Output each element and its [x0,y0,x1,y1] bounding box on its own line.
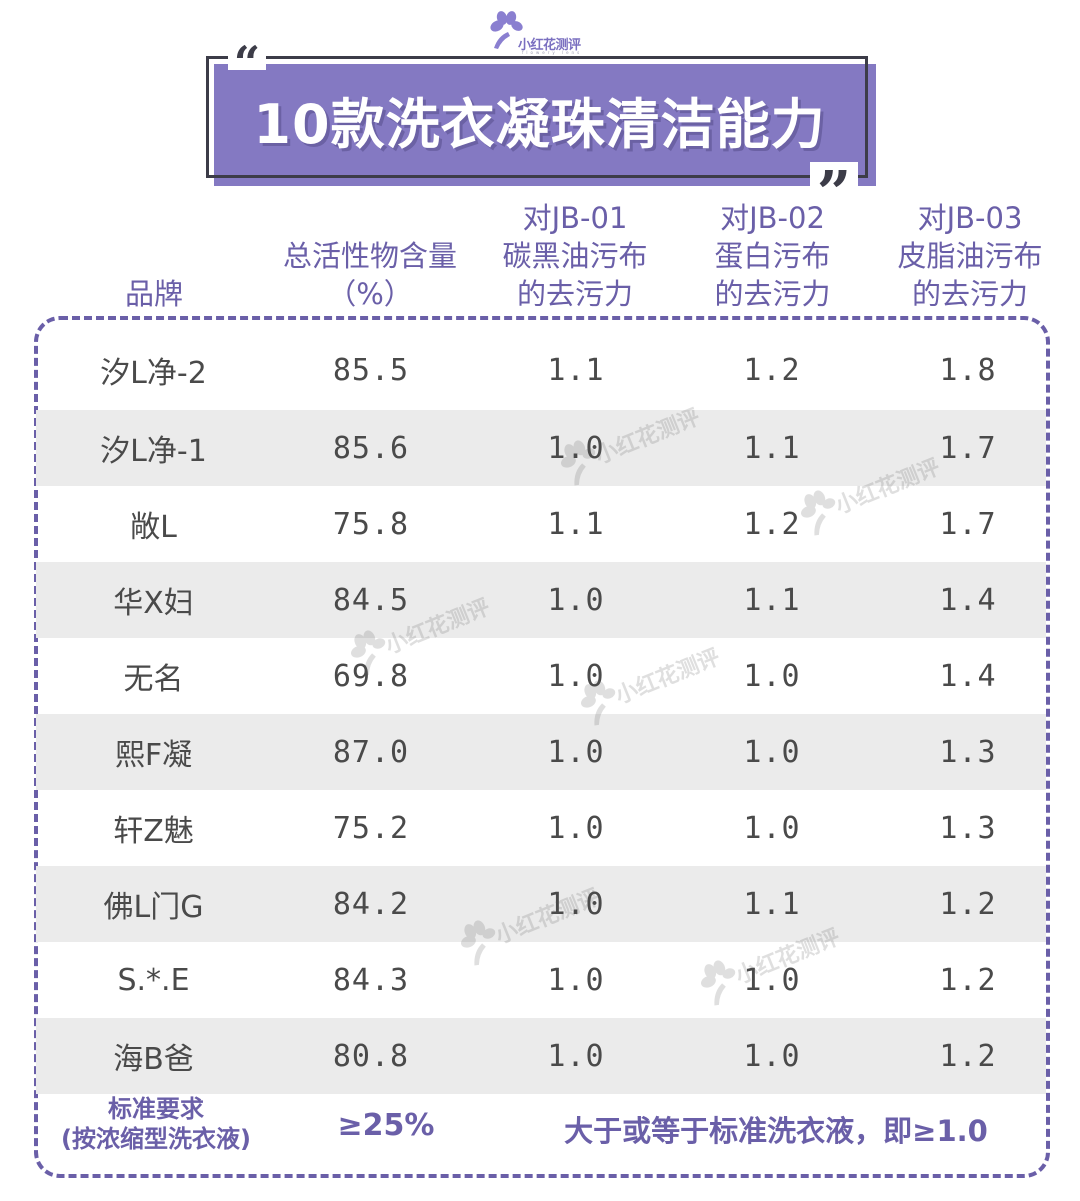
close-quote-icon: ” [810,162,858,224]
active-content-standard: ≥25% [337,1108,435,1143]
banner-background [214,64,865,175]
cell-jb02: 1.1 [743,582,801,618]
cell-jb03: 1.2 [939,962,997,998]
cell-jb03: 1.2 [939,1038,997,1074]
cell-jb03: 1.2 [939,886,997,922]
cell-jb02: 1.0 [743,734,801,770]
cell-active: 84.3 [332,962,410,998]
cell-jb03: 1.7 [939,430,997,466]
logo-subtext: flowery lens [522,50,583,55]
cell-jb03: 1.8 [939,352,997,388]
table-row: 海B爸 80.8 1.0 1.0 1.2 [36,1018,1046,1094]
cell-jb01: 1.0 [547,1038,605,1074]
cell-brand: S.*.E [117,962,190,998]
cell-brand: 汐L净-1 [100,434,207,469]
logo-text: 小红花测评 [518,38,581,53]
cell-jb01: 1.0 [547,810,605,846]
cell-jb02: 1.0 [743,658,801,694]
cell-jb02: 1.1 [743,430,801,466]
cell-active: 85.6 [332,430,410,466]
table-row: 无名 69.8 1.0 1.0 1.4 [36,638,1046,714]
banner-frame [206,56,868,178]
cell-active: 87.0 [332,734,410,770]
cell-brand: 熙F凝 [114,738,193,773]
cell-jb01: 1.0 [547,886,605,922]
cell-jb03: 1.3 [939,810,997,846]
column-header-brand: 品牌 [124,277,183,311]
brand-logo: 小红花测评 flowery lens [488,10,598,55]
cell-brand: 轩Z魅 [113,814,194,849]
cell-jb02: 1.2 [743,506,801,542]
table-row: 华X妇 84.5 1.0 1.1 1.4 [36,562,1046,638]
cell-jb02: 1.0 [743,962,801,998]
cell-jb01: 1.0 [547,582,605,618]
table-row: 佛L门G 84.2 1.0 1.1 1.2 [36,866,1046,942]
table-row: 汐L净-2 85.5 1.1 1.2 1.8 [36,330,1046,410]
open-quote-icon: “ [228,40,266,86]
cell-active: 80.8 [332,1038,410,1074]
table-body: 汐L净-2 85.5 1.1 1.2 1.8 汐L净-1 85.6 1.0 1.… [36,330,1046,1094]
cell-active: 75.8 [332,506,410,542]
cell-brand: 海B爸 [113,1042,194,1077]
cell-active: 84.5 [332,582,410,618]
cell-jb02: 1.1 [743,886,801,922]
cell-jb02: 1.2 [743,352,801,388]
cell-active: 84.2 [332,886,410,922]
column-header-jb02: 对JB-02 蛋白污布 的去污力 [714,201,831,311]
cell-active: 69.8 [332,658,410,694]
cell-jb02: 1.0 [743,1038,801,1074]
cell-jb02: 1.0 [743,810,801,846]
cell-brand: 佛L门G [103,890,204,925]
cell-jb03: 1.3 [939,734,997,770]
standard-requirement-row: 标准要求 (按浓缩型洗衣液) ≥25% 大于或等于标准洗衣液，即≥1.0 [36,1090,1046,1162]
cell-jb03: 1.4 [939,658,997,694]
page-title: 10款洗衣凝珠清洁能力 [253,93,826,156]
table-header: 品牌 总活性物含量 （%） 对JB-01 碳黑油污布 的去污力 对JB-02 蛋… [40,198,1050,313]
cell-brand: 敞L [130,510,177,545]
table-row: S.*.E 84.3 1.0 1.0 1.2 [36,942,1046,1018]
cell-jb03: 1.7 [939,506,997,542]
cell-jb01: 1.0 [547,962,605,998]
cell-jb03: 1.4 [939,582,997,618]
cell-brand: 汐L净-2 [100,356,207,391]
cell-jb01: 1.0 [547,734,605,770]
cell-jb01: 1.1 [547,352,605,388]
cell-active: 75.2 [332,810,410,846]
cell-active: 85.5 [332,352,410,388]
column-header-active-content: 总活性物含量 （%） [282,239,457,311]
flower-logo-icon [490,11,523,49]
table-row: 熙F凝 87.0 1.0 1.0 1.3 [36,714,1046,790]
column-header-jb01: 对JB-01 碳黑油污布 的去污力 [502,201,648,311]
cell-brand: 无名 [123,662,184,697]
column-header-jb03: 对JB-03 皮脂油污布 的去污力 [897,201,1043,311]
cell-jb01: 1.0 [547,658,605,694]
table-row: 敞L 75.8 1.1 1.2 1.7 [36,486,1046,562]
cell-jb01: 1.1 [547,506,605,542]
table-row: 轩Z魅 75.2 1.0 1.0 1.3 [36,790,1046,866]
cell-jb01: 1.0 [547,430,605,466]
standard-label: 标准要求 (按浓缩型洗衣液) [61,1095,251,1153]
cleaning-standard: 大于或等于标准洗衣液，即≥1.0 [564,1114,988,1148]
table-row: 汐L净-1 85.6 1.0 1.1 1.7 [36,410,1046,486]
cell-brand: 华X妇 [113,586,194,621]
